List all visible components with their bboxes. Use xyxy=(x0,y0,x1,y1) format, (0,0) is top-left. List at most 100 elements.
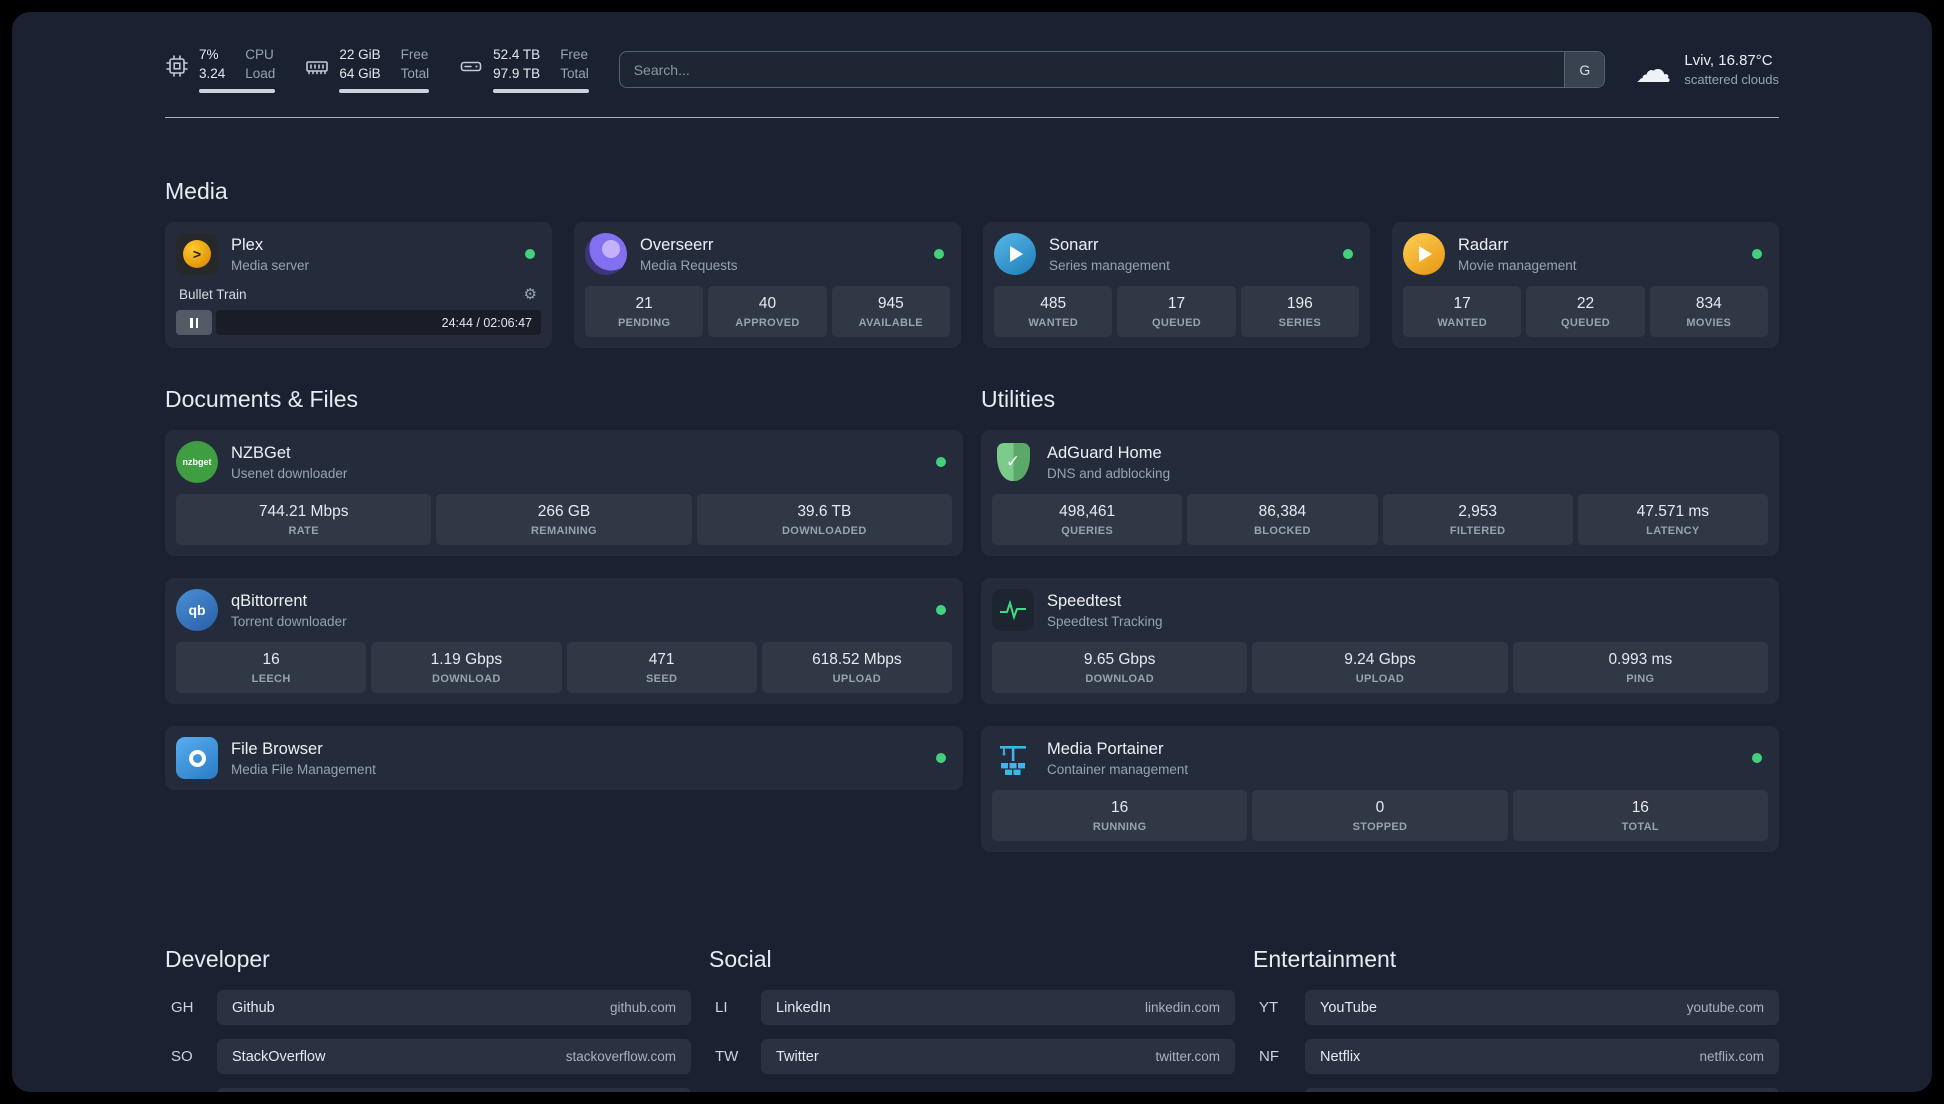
portainer-app-link[interactable]: Media Portainer Container management xyxy=(992,737,1752,779)
disk-free: 52.4 TB xyxy=(493,47,541,62)
section-title-entertainment: Entertainment xyxy=(1253,946,1397,973)
sonarr-app-link[interactable]: Sonarr Series management xyxy=(994,233,1343,276)
stat-label: REMAINING xyxy=(531,525,597,538)
stat-value: 618.52 Mbps xyxy=(812,651,902,669)
filebrowser-app-link[interactable]: File Browser Media File Management xyxy=(176,737,936,780)
stat-value: 21 xyxy=(635,295,653,313)
bookmark-netflix: NF Netflix netflix.com xyxy=(1253,1039,1779,1075)
search-provider-button[interactable]: G xyxy=(1564,52,1605,88)
stat-seed: 471 SEED xyxy=(566,642,757,694)
adguard-app-link[interactable]: ✓ AdGuard Home DNS and adblocking xyxy=(992,441,1768,483)
section-title-utilities: Utilities xyxy=(981,386,1056,413)
bookmark-link-twitter[interactable]: Twitter twitter.com xyxy=(761,1039,1235,1075)
stat-pending: 21 PENDING xyxy=(585,286,704,338)
stat-label: DOWNLOADED xyxy=(782,525,867,538)
app-description: Usenet downloader xyxy=(231,465,348,481)
search-bar: G xyxy=(618,51,1606,89)
memory-label-bottom: Total xyxy=(400,65,430,81)
stat-label: WANTED xyxy=(1437,317,1487,330)
qbittorrent-app-link[interactable]: qb qBittorrent Torrent downloader xyxy=(176,589,936,632)
bookmark-link-youtube[interactable]: YouTube youtube.com xyxy=(1305,990,1779,1026)
app-name: Sonarr xyxy=(1049,235,1099,254)
filebrowser-icon xyxy=(176,737,218,780)
stat-download: 1.19 Gbps DOWNLOAD xyxy=(371,642,562,694)
memory-widget: 22 GiB 64 GiB Free Total xyxy=(305,46,430,94)
stat-label: WANTED xyxy=(1028,317,1078,330)
stat-leech: 16 LEECH xyxy=(176,642,367,694)
stat-stopped: 0 STOPPED xyxy=(1252,790,1508,842)
bookmark-twitter: TW Twitter twitter.com xyxy=(709,1039,1235,1075)
app-description: Media Requests xyxy=(640,257,738,273)
bookmark-link-netflix[interactable]: Netflix netflix.com xyxy=(1305,1039,1779,1075)
bookmark-abbr: SO xyxy=(171,1048,193,1066)
status-dot xyxy=(525,249,535,260)
section-media: Media > Plex Media server Bulle xyxy=(165,178,1779,349)
bookmark-link-linkedin[interactable]: LinkedIn linkedin.com xyxy=(761,990,1235,1026)
plex-now-playing: Bullet Train ⚙ 24:44 / 02:06:47 xyxy=(176,283,541,336)
stat-value: 17 xyxy=(1167,295,1186,313)
bookmark-abbr: TW xyxy=(715,1048,739,1066)
stat-total: 16 TOTAL xyxy=(1512,790,1768,842)
stat-label: QUEUED xyxy=(1151,317,1202,330)
bookmark-link-stackoverflow[interactable]: StackOverflow stackoverflow.com xyxy=(217,1039,691,1075)
app-description: Torrent downloader xyxy=(231,613,347,629)
search-input[interactable] xyxy=(619,52,1565,88)
stat-value: 16 xyxy=(1111,799,1129,817)
cpu-usage-bar xyxy=(199,89,276,94)
stat-label: RATE xyxy=(288,525,319,538)
stat-value: 1.19 Gbps xyxy=(430,651,503,669)
app-description: Movie management xyxy=(1458,257,1577,273)
stat-download: 9.65 Gbps DOWNLOAD xyxy=(992,642,1248,694)
weather-widget: ☁ Lviv, 16.87°C scattered clouds xyxy=(1635,48,1779,90)
bookmark-name: Github xyxy=(232,999,275,1016)
section-utilities: Utilities ✓ AdGuard Home DNS and adblock… xyxy=(981,386,1779,874)
app-name: Plex xyxy=(231,235,264,254)
stat-queries: 498,461 QUERIES xyxy=(992,494,1183,546)
stat-downloaded: 39.6 TB DOWNLOADED xyxy=(696,494,952,546)
cloud-icon: ☁ xyxy=(1635,48,1672,90)
bookmark-github: GH Github github.com xyxy=(165,990,691,1026)
stat-label: QUEUED xyxy=(1560,317,1611,330)
sonarr-icon xyxy=(994,233,1036,276)
stat-label: PING xyxy=(1626,673,1655,686)
nzbget-app-link[interactable]: nzbget NZBGet Usenet downloader xyxy=(176,441,936,484)
status-dot xyxy=(1752,753,1762,764)
speedtest-app-link[interactable]: Speedtest Speedtest Tracking xyxy=(992,589,1768,632)
pause-button[interactable] xyxy=(176,310,212,336)
bookmark-abbr: YT xyxy=(1259,999,1279,1017)
radarr-icon xyxy=(1403,233,1445,276)
stat-label: SEED xyxy=(645,673,678,686)
dashboard-page: 7% 3.24 CPU Load xyxy=(12,12,1932,1092)
bookmark-link-dev[interactable]: DEV dev.to xyxy=(217,1088,691,1092)
cpu-percent: 7% xyxy=(199,47,219,62)
status-dot xyxy=(934,249,944,260)
playback-progress-bar[interactable]: 24:44 / 02:06:47 xyxy=(216,310,541,336)
plex-app-link[interactable]: > Plex Media server xyxy=(176,233,525,276)
disk-usage-bar xyxy=(493,89,589,94)
portainer-crane-icon xyxy=(992,737,1034,779)
bookmark-link-reddit[interactable]: Reddit reddit.com xyxy=(1305,1088,1779,1092)
radarr-app-link[interactable]: Radarr Movie management xyxy=(1403,233,1752,276)
overseerr-app-link[interactable]: Overseerr Media Requests xyxy=(585,233,934,276)
overseerr-icon xyxy=(585,233,627,276)
app-description: Series management xyxy=(1049,257,1170,273)
status-dot xyxy=(1343,249,1353,260)
stat-label: UPLOAD xyxy=(1355,673,1405,686)
gear-icon[interactable]: ⚙ xyxy=(523,286,537,304)
bookmark-name: Netflix xyxy=(1320,1048,1361,1065)
stat-value: 2,953 xyxy=(1458,503,1498,521)
speedtest-pulse-icon xyxy=(992,589,1034,632)
status-dot xyxy=(936,605,946,616)
stat-label: RUNNING xyxy=(1092,821,1147,834)
bookmark-link-github[interactable]: Github github.com xyxy=(217,990,691,1026)
section-title-documents: Documents & Files xyxy=(165,386,359,413)
bookmark-abbr: LI xyxy=(715,999,728,1017)
stat-label: TOTAL xyxy=(1621,821,1659,834)
status-dot xyxy=(936,457,946,468)
bookmark-name: Twitter xyxy=(776,1048,819,1065)
section-title-media: Media xyxy=(165,178,228,205)
stat-blocked: 86,384 BLOCKED xyxy=(1187,494,1378,546)
stat-value: 16 xyxy=(1631,799,1649,817)
cpu-label-bottom: Load xyxy=(245,65,276,81)
